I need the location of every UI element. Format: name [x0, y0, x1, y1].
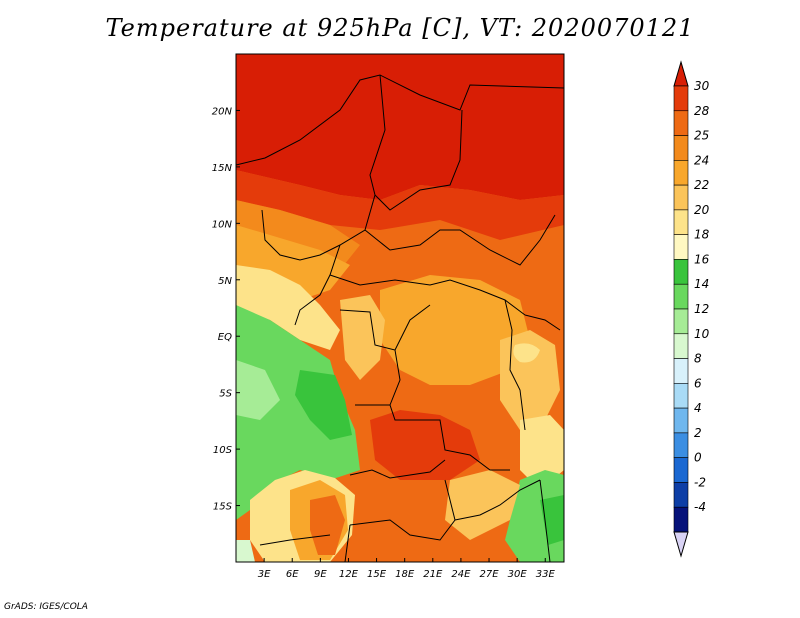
colorbar-swatch	[673, 358, 689, 384]
colorbar-label: 0	[694, 451, 702, 465]
lat-tick-label: EQ	[218, 332, 232, 343]
colorbar-label: 4	[694, 401, 702, 415]
colorbar-label: 8	[694, 352, 702, 366]
colorbar-label: 24	[694, 153, 709, 167]
colorbar-swatch	[673, 184, 689, 211]
colorbar-top-triangle	[673, 60, 689, 87]
lat-tick-label: 10S	[213, 445, 233, 456]
lon-tick-label: 21E	[423, 569, 443, 580]
colorbar-label: 12	[694, 302, 709, 316]
colorbar-label: 25	[694, 129, 709, 143]
colorbar-label: 30	[694, 79, 710, 93]
country-borders	[236, 74, 564, 562]
colorbar-swatch	[673, 506, 689, 533]
colorbar-swatch	[673, 283, 689, 310]
colorbar-label: 14	[694, 277, 709, 291]
plot-frame	[235, 53, 565, 563]
colorbar-label: 28	[694, 104, 710, 118]
lon-tick-label: 24E	[451, 569, 471, 580]
lon-tick-label: 6E	[286, 569, 299, 580]
lat-tick-label: 15S	[213, 502, 233, 513]
lon-tick-label: 27E	[480, 569, 500, 580]
map-title: Temperature at 925hPa [C], VT: 202007012…	[105, 14, 695, 42]
colorbar-label: 2	[694, 426, 702, 440]
colorbar-swatch	[673, 135, 689, 161]
colorbar-swatch	[673, 482, 689, 508]
lat-tick-label: 10N	[212, 219, 233, 230]
lat-tick-label: 5S	[219, 389, 232, 400]
longitude-axis: 3E 6E 9E 12E 15E 18E 21E 24E 27E 30E 33E	[258, 558, 556, 580]
colorbar-swatch	[673, 308, 689, 335]
lat-tick-label: 15N	[212, 163, 233, 174]
colorbar-label: 10	[694, 327, 710, 341]
colorbar-label: 16	[694, 252, 710, 266]
colorbar-label: -4	[694, 500, 706, 514]
lat-tick-label: 20N	[212, 106, 233, 117]
lon-tick-label: 18E	[395, 569, 415, 580]
colorbar-swatch	[673, 383, 689, 409]
lon-tick-label: 9E	[314, 569, 327, 580]
temperature-field	[236, 54, 564, 562]
lon-tick-label: 33E	[536, 569, 556, 580]
lat-tick-label: 5N	[218, 276, 232, 287]
credit-text: GrADS: IGES/COLA	[4, 602, 88, 612]
colorbar-swatch	[673, 259, 689, 285]
colorbar-swatch	[673, 234, 689, 260]
colorbar-label: 22	[694, 178, 709, 192]
lon-tick-label: 12E	[339, 569, 359, 580]
colorbar-swatch	[673, 407, 689, 434]
colorbar-swatch	[673, 85, 689, 112]
latitude-axis: 20N 15N 10N 5N EQ 5S 10S 15S	[212, 106, 240, 513]
colorbar-swatch	[673, 333, 689, 359]
lon-tick-label: 15E	[367, 569, 387, 580]
colorbar-swatch	[673, 160, 689, 186]
colorbar-label: 18	[694, 228, 710, 242]
colorbar-swatch	[673, 457, 689, 483]
lon-tick-label: 3E	[258, 569, 271, 580]
colorbar-label: 6	[694, 376, 702, 390]
colorbar-swatch	[673, 432, 689, 458]
lon-tick-label: 30E	[508, 569, 528, 580]
colorbar-bottom-triangle	[673, 531, 689, 558]
colorbar-label: 20	[694, 203, 710, 217]
colorbar-swatch	[673, 209, 689, 235]
colorbar-label: -2	[694, 475, 706, 489]
colorbar-swatch	[673, 110, 689, 136]
